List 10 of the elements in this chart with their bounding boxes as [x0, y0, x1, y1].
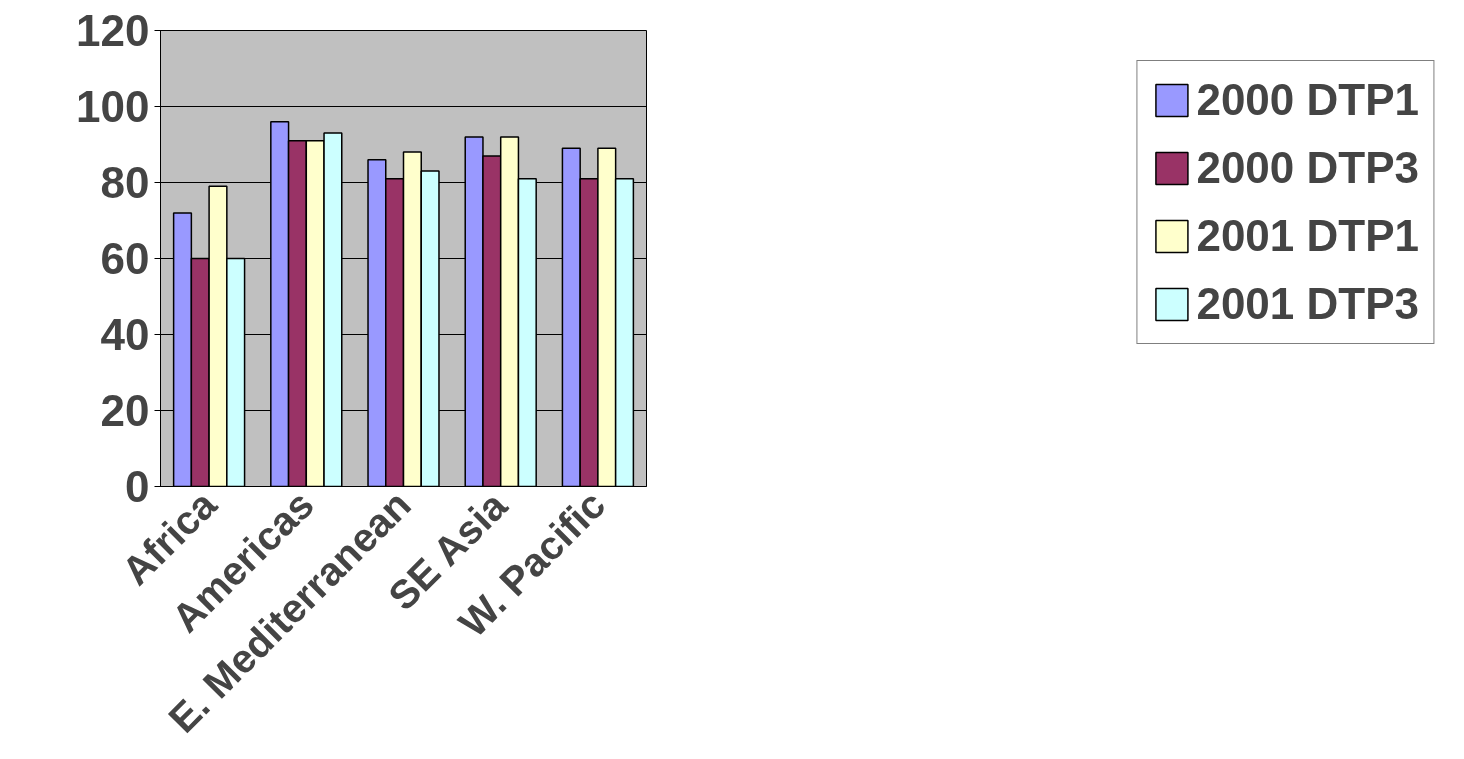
- legend-label: 2001 DTP3: [1196, 279, 1419, 329]
- y-tick-label: 20: [100, 386, 150, 435]
- y-tick-label: 80: [100, 158, 150, 207]
- y-tick-label: 40: [100, 310, 150, 359]
- legend-label: 2000 DTP1: [1196, 75, 1419, 125]
- y-tick-label: 60: [100, 234, 150, 283]
- legend-label: 2001 DTP1: [1196, 211, 1419, 261]
- legend-label: 2000 DTP3: [1196, 143, 1419, 193]
- y-tick-label: 120: [76, 6, 150, 55]
- y-tick-label: 100: [76, 82, 150, 131]
